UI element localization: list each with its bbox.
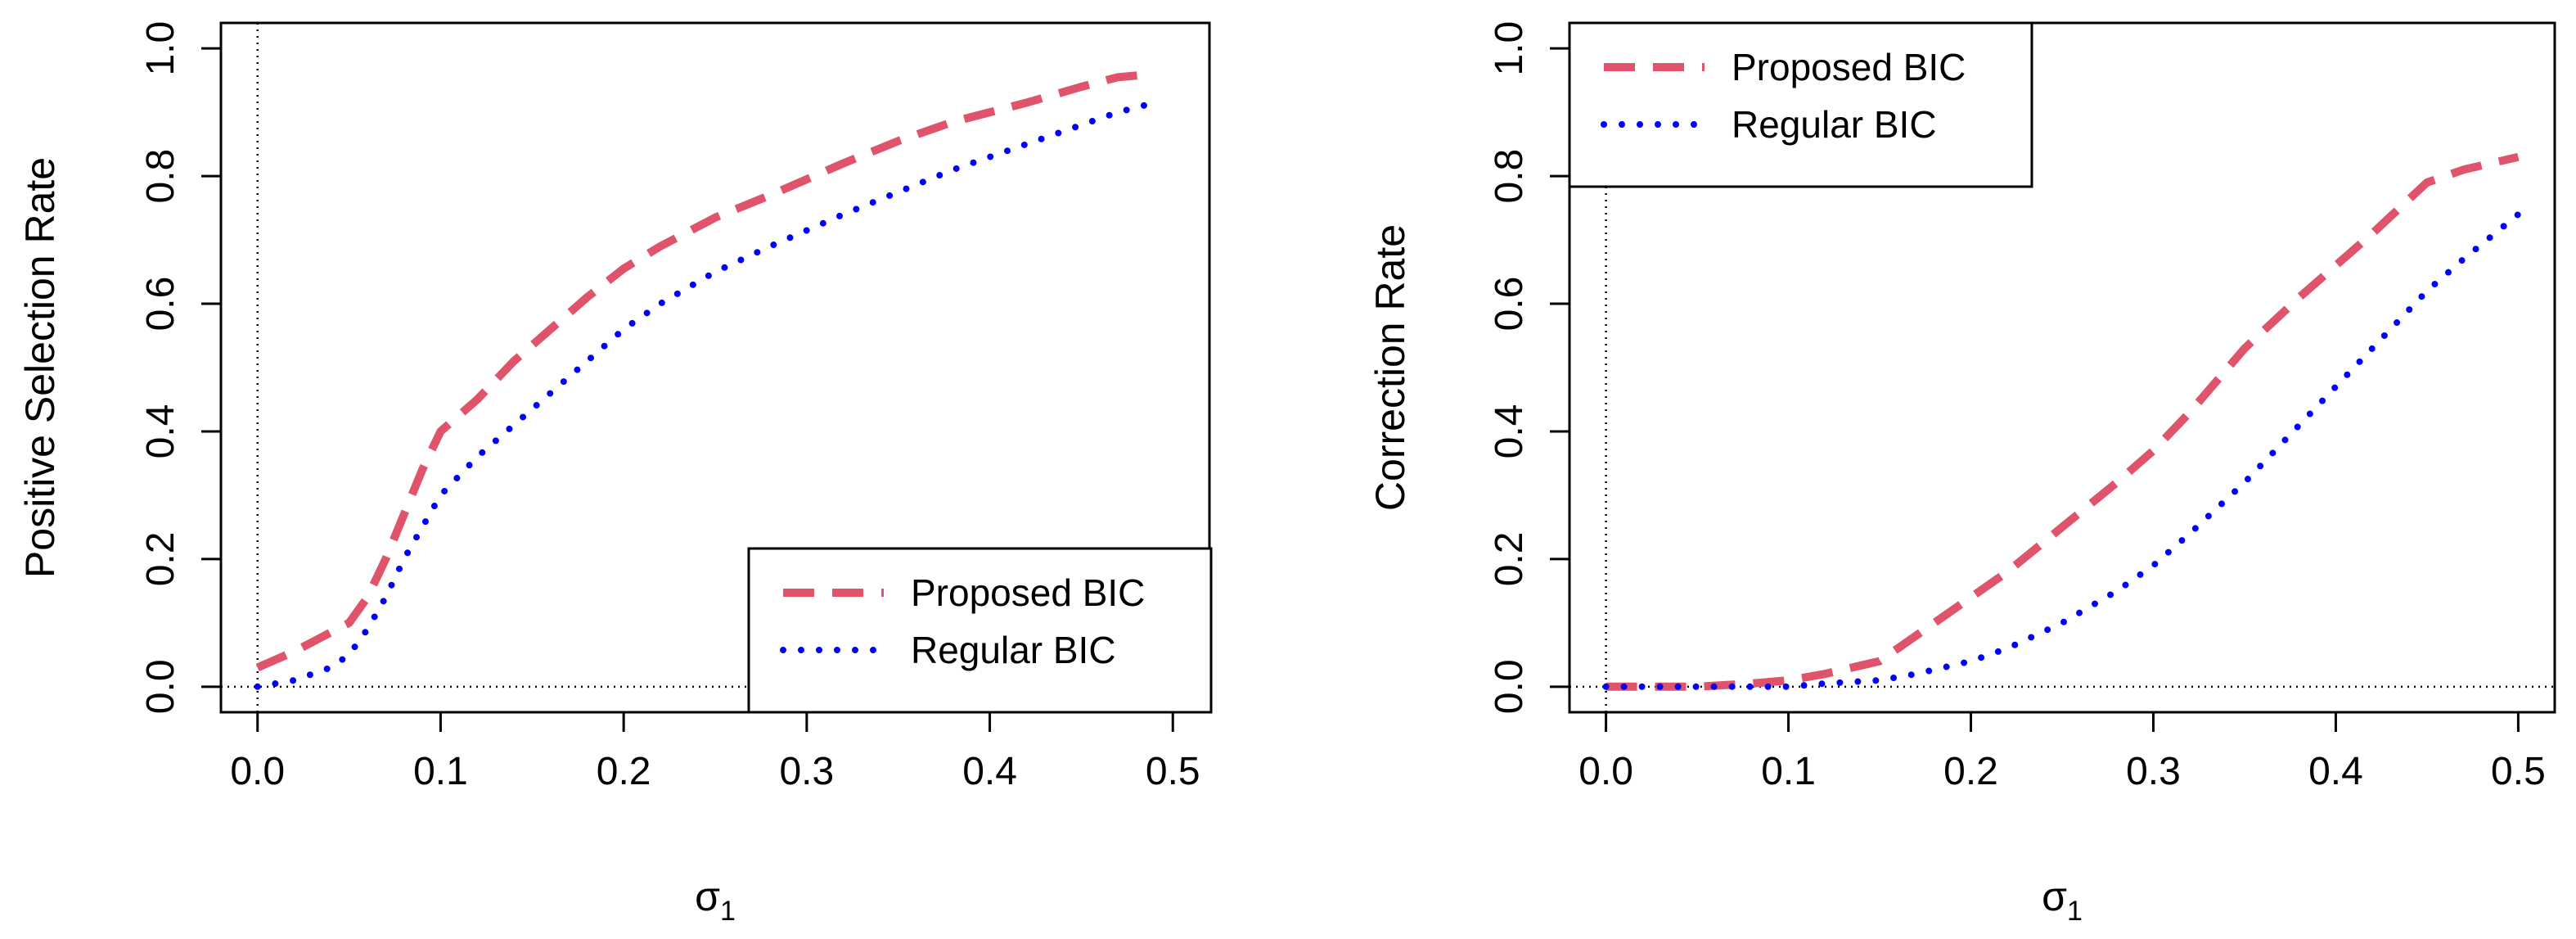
series-line-proposed-bic [255,70,1155,671]
y-tick-label: 0.2 [1488,532,1531,587]
x-axis-label-symbol: σ [695,874,720,919]
y-tick-label: 0.4 [1488,404,1531,459]
legend-label-regular-bic: Regular BIC [1732,103,1937,146]
x-tick-label: 0.0 [1578,750,1633,793]
x-axis-label: σ1 [2042,874,2083,927]
x-tick-label: 0.2 [1943,750,1998,793]
y-tick-label: 0.0 [1488,659,1531,714]
y-axis-label: Correction Rate [1367,224,1413,511]
x-axis-label: σ1 [695,874,736,927]
x-tick-label: 0.0 [230,750,285,793]
x-tick-label: 0.1 [1761,750,1816,793]
y-tick-label: 0.0 [139,659,182,714]
series-line-proposed-bic [1605,152,2520,691]
x-tick-label: 0.2 [597,750,651,793]
x-tick-label: 0.5 [2491,750,2546,793]
legend-label-proposed-bic: Proposed BIC [1732,46,1966,88]
y-tick-label: 1.0 [139,21,182,76]
x-tick-label: 0.4 [962,750,1017,793]
series-line-regular-bic [254,99,1158,690]
y-tick-label: 0.4 [139,404,182,459]
x-axis-label-subscript: 1 [2067,896,2083,927]
y-tick-label: 0.8 [1488,149,1531,204]
y-tick-label: 1.0 [1488,21,1531,76]
y-axis-label: Positive Selection Rate [17,157,63,578]
y-tick-label: 0.2 [139,532,182,587]
x-tick-label: 0.1 [413,750,468,793]
panel-correction-rate: 0.0 0.1 0.2 0.3 0.4 0.5 0.0 0.2 0.4 0.6 0.8 1.0 σ1 Co… [1367,21,2556,927]
x-tick-label: 0.4 [2308,750,2363,793]
legend-box [747,547,1213,714]
panel-positive-selection-rate: 0.0 0.1 0.2 0.3 0.4 0.5 0.0 0.2 0.4 0.6 0.8 1.0 σ1 Po… [17,21,1213,927]
legend-label-proposed-bic: Proposed BIC [911,571,1145,614]
x-axis-label-subscript: 1 [720,896,736,927]
y-tick-label: 0.6 [139,277,182,332]
series-line-regular-bic [1602,210,2522,690]
legend-box [1568,21,2033,188]
x-axis-label-symbol: σ [2042,874,2067,919]
y-tick-label: 0.8 [139,149,182,204]
x-tick-label: 0.3 [779,750,834,793]
x-tick-label: 0.3 [2126,750,2181,793]
legend-label-regular-bic: Regular BIC [911,629,1116,671]
x-tick-label: 0.5 [1146,750,1200,793]
y-tick-label: 0.6 [1488,277,1531,332]
